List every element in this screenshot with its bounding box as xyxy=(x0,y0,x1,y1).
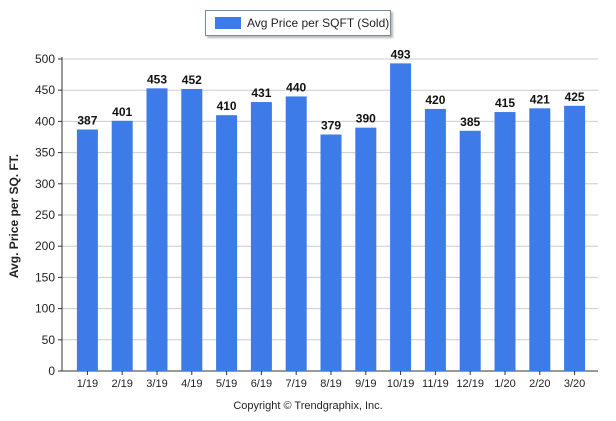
x-tick-label: 10/19 xyxy=(387,378,415,390)
data-label: 425 xyxy=(565,90,585,104)
x-tick-label: 7/19 xyxy=(285,378,306,390)
legend: Avg Price per SQFT (Sold) xyxy=(205,10,391,36)
y-tick-label: 500 xyxy=(35,52,55,66)
y-tick-label: 150 xyxy=(35,270,55,284)
bar xyxy=(181,88,203,372)
bar xyxy=(355,127,377,371)
x-tick-label: 1/19 xyxy=(77,378,98,390)
y-tick-label: 250 xyxy=(35,208,55,222)
bar xyxy=(146,88,168,371)
data-label: 420 xyxy=(425,93,445,107)
data-label: 431 xyxy=(251,86,271,100)
data-label: 421 xyxy=(530,92,550,106)
legend-swatch xyxy=(215,17,241,29)
bar xyxy=(494,112,516,371)
y-tick-label: 350 xyxy=(35,146,55,160)
data-label: 453 xyxy=(147,72,167,86)
data-label: 440 xyxy=(286,80,306,94)
bar xyxy=(285,96,307,371)
x-tick-label: 4/19 xyxy=(181,378,202,390)
bar xyxy=(390,63,412,371)
bar xyxy=(320,134,342,371)
bar xyxy=(529,108,551,372)
y-tick-label: 200 xyxy=(35,239,55,253)
data-label: 410 xyxy=(217,99,237,113)
data-label: 415 xyxy=(495,96,515,110)
x-tick-label: 8/19 xyxy=(320,378,341,390)
legend-label: Avg Price per SQFT (Sold) xyxy=(247,16,390,30)
bar xyxy=(424,108,446,372)
x-tick-label: 6/19 xyxy=(251,378,272,390)
x-tick-label: 3/20 xyxy=(564,378,585,390)
x-tick-label: 2/19 xyxy=(111,378,132,390)
bar xyxy=(459,130,481,371)
data-label: 493 xyxy=(391,47,411,61)
data-label: 401 xyxy=(112,105,132,119)
copyright-footer: Copyright © Trendgraphix, Inc. xyxy=(233,400,383,412)
x-tick-label: 9/19 xyxy=(355,378,376,390)
y-tick-label: 300 xyxy=(35,177,55,191)
y-tick-label: 0 xyxy=(48,364,55,378)
data-label: 385 xyxy=(460,115,480,129)
data-label: 390 xyxy=(356,112,376,126)
bar xyxy=(216,115,238,371)
y-tick-label: 50 xyxy=(42,333,56,347)
x-tick-label: 12/19 xyxy=(456,378,484,390)
bar xyxy=(564,105,586,372)
y-tick-label: 450 xyxy=(35,83,55,97)
bar xyxy=(76,129,98,371)
data-label: 387 xyxy=(77,114,97,128)
data-label: 452 xyxy=(182,73,202,87)
y-tick-label: 100 xyxy=(35,302,55,316)
x-tick-label: 11/19 xyxy=(422,378,449,390)
x-tick-label: 5/19 xyxy=(216,378,237,390)
x-tick-label: 3/19 xyxy=(146,378,167,390)
x-tick-label: 1/20 xyxy=(494,378,515,390)
bar xyxy=(250,102,272,371)
x-tick-label: 2/20 xyxy=(529,378,550,390)
y-tick-label: 400 xyxy=(35,114,55,128)
data-label: 379 xyxy=(321,119,341,133)
bar xyxy=(111,120,133,371)
